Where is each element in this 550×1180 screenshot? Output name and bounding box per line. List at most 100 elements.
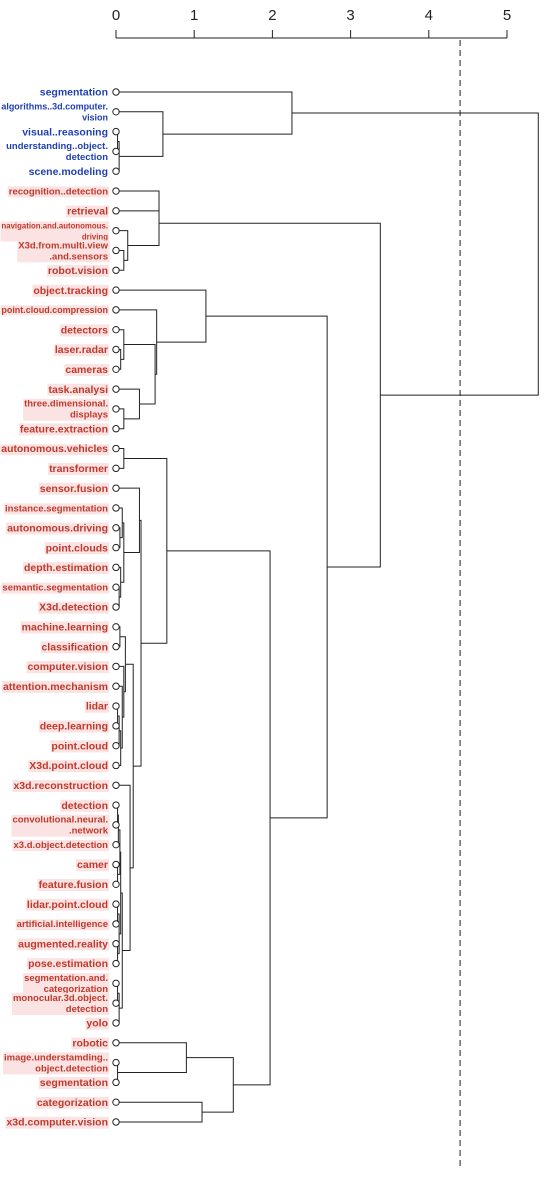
leaf-label-line: autonomous.vehicles [1, 444, 108, 455]
leaf-label-line: displays [70, 410, 108, 421]
leaf-label-highlight [5, 1116, 109, 1129]
leaf-marker [112, 464, 120, 473]
leaf-label-line: point.cloud.compression [1, 305, 108, 315]
dendrogram-link [205, 315, 328, 819]
leaf-label-highlight [26, 661, 109, 674]
leaf-marker [112, 563, 120, 572]
leaf-label-group: three.dimensional. displays [23, 398, 109, 421]
axis-tick-label: 2 [268, 7, 276, 24]
leaf-label: laser.radar [55, 344, 108, 356]
leaf-label-highlight [76, 859, 109, 872]
leaf-label-line: laser.radar [55, 344, 108, 356]
leaf-label-line: feature.extraction [20, 423, 108, 435]
leaf-label-group: segmentation.and. categorization [23, 973, 110, 996]
leaf-label: algorithms..3d.computer. vision [1, 102, 108, 123]
leaf-label-line: instance.segmentation [5, 503, 108, 514]
leaf-label-group: scene.modeling [29, 166, 108, 178]
dendrogram-link [116, 289, 207, 343]
leaf-label-group: detectors [59, 324, 110, 337]
leaf-label: point.cloud.compression [1, 305, 108, 315]
leaf-label-highlight [32, 284, 109, 297]
leaf-label-line: monocular.3d.object. [13, 993, 108, 1004]
leaf-label-line: x3.d.object.detection [14, 840, 109, 851]
leaf-label: monocular.3d.object. detection [13, 993, 108, 1015]
leaf-label-group: understanding..object. detection [6, 141, 108, 163]
leaf-label-line: retrieval [67, 206, 108, 218]
leaf-label-line: x3d.reconstruction [13, 780, 108, 792]
leaf-label-line: computer.vision [27, 661, 108, 673]
leaf-label-line: X3d.from.multi.view [18, 240, 108, 251]
leaf-label-group: X3d.from.multi.view .and.sensors [17, 240, 110, 263]
leaf-label-highlight [23, 973, 110, 996]
leaf-label-group: instance.segmentation [4, 503, 110, 515]
leaf-label-group: augmented.reality [17, 938, 110, 951]
leaf-label-group: algorithms..3d.computer. vision [1, 102, 108, 123]
leaf-label-group: robotic [71, 1037, 110, 1050]
leaf-label-group: feature.fusion [37, 878, 109, 891]
leaf-label-highlight [40, 641, 109, 654]
leaf-label: artificial.intelligence [17, 919, 108, 930]
leaf-label: categorization [37, 1097, 108, 1109]
leaf-label-highlight [0, 444, 110, 456]
leaf-label-line: point.clouds [46, 542, 109, 554]
leaf-marker [112, 642, 120, 651]
leaf-label: segmentation.and. categorization [24, 973, 108, 995]
leaf-label-group: lidar.point.cloud [25, 898, 109, 911]
leaf-marker [112, 603, 120, 611]
leaf-marker [112, 543, 120, 552]
leaf-marker [112, 1118, 120, 1126]
leaf-label-line: .and.sensors [49, 251, 108, 262]
leaf-label-highlight [25, 898, 109, 911]
leaf-marker [112, 860, 120, 869]
leaf-label-highlight [35, 1096, 109, 1109]
leaf-label-line: semantic.segmentation [2, 583, 108, 594]
leaf-marker [112, 801, 120, 809]
leaf-label: segmentation [40, 1077, 108, 1089]
leaf-label-highlight [4, 503, 110, 515]
leaf-label: computer.vision [27, 661, 108, 673]
leaf-label-line: transformer [49, 463, 108, 475]
leaf-label-line: understanding..object. [6, 141, 108, 152]
leaf-label: task.analysi [48, 384, 108, 396]
axis-tick-label: 4 [425, 7, 433, 24]
leaf-label-group: camer [76, 859, 109, 872]
leaf-label-group: robot.vision [46, 264, 109, 277]
leaf-label-highlight [46, 264, 109, 277]
leaf-label: segmentation [40, 87, 108, 99]
leaf-label: point.clouds [46, 542, 109, 554]
leaf-label-line: detection [66, 1004, 108, 1015]
leaf-marker [112, 1019, 120, 1027]
leaf-label: feature.extraction [20, 423, 108, 435]
leaf-label-highlight [15, 919, 109, 931]
leaf-label-line: recognition..detection [9, 186, 108, 197]
leaf-label-group: recognition..detection [7, 186, 110, 198]
leaf-label-line: robotic [72, 1037, 108, 1049]
dendrogram-link [116, 111, 164, 157]
leaf-label: x3d.computer.vision [6, 1117, 108, 1129]
leaf-label-highlight [53, 344, 109, 357]
leaf-label-group: attention.mechanism [1, 680, 109, 693]
leaf-label-group: deep.learning [38, 720, 109, 733]
leaf-label-line: machine.learning [22, 621, 108, 633]
leaf-label-group: x3d.reconstruction [12, 779, 109, 792]
leaf-marker [112, 979, 120, 988]
leaf-label-group: visual..reasoning [22, 126, 108, 138]
dendrogram-link [119, 636, 126, 693]
leaf-label-group: monocular.3d.object. detection [11, 992, 110, 1015]
leaf-label-line: classification [41, 641, 108, 653]
leaf-label: pose.estimation [28, 958, 108, 970]
leaf-label-line: segmentation [40, 1077, 108, 1089]
leaf-label-group: task.analysi [47, 383, 110, 396]
leaf-label-line: lidar.point.cloud [27, 899, 108, 911]
leaf-label-line: detection [61, 800, 108, 812]
dendrogram-link [125, 663, 134, 869]
leaf-marker [112, 365, 120, 374]
leaf-label-line: image.understamding.. [4, 1052, 108, 1063]
leaf-marker [112, 286, 120, 294]
leaf-marker [112, 524, 120, 532]
leaf-label-highlight [38, 720, 109, 733]
leaf-marker [112, 325, 120, 334]
leaf-label: navigation.and.autonomous. driving [1, 221, 108, 241]
leaf-label: depth.estimation [24, 562, 108, 574]
